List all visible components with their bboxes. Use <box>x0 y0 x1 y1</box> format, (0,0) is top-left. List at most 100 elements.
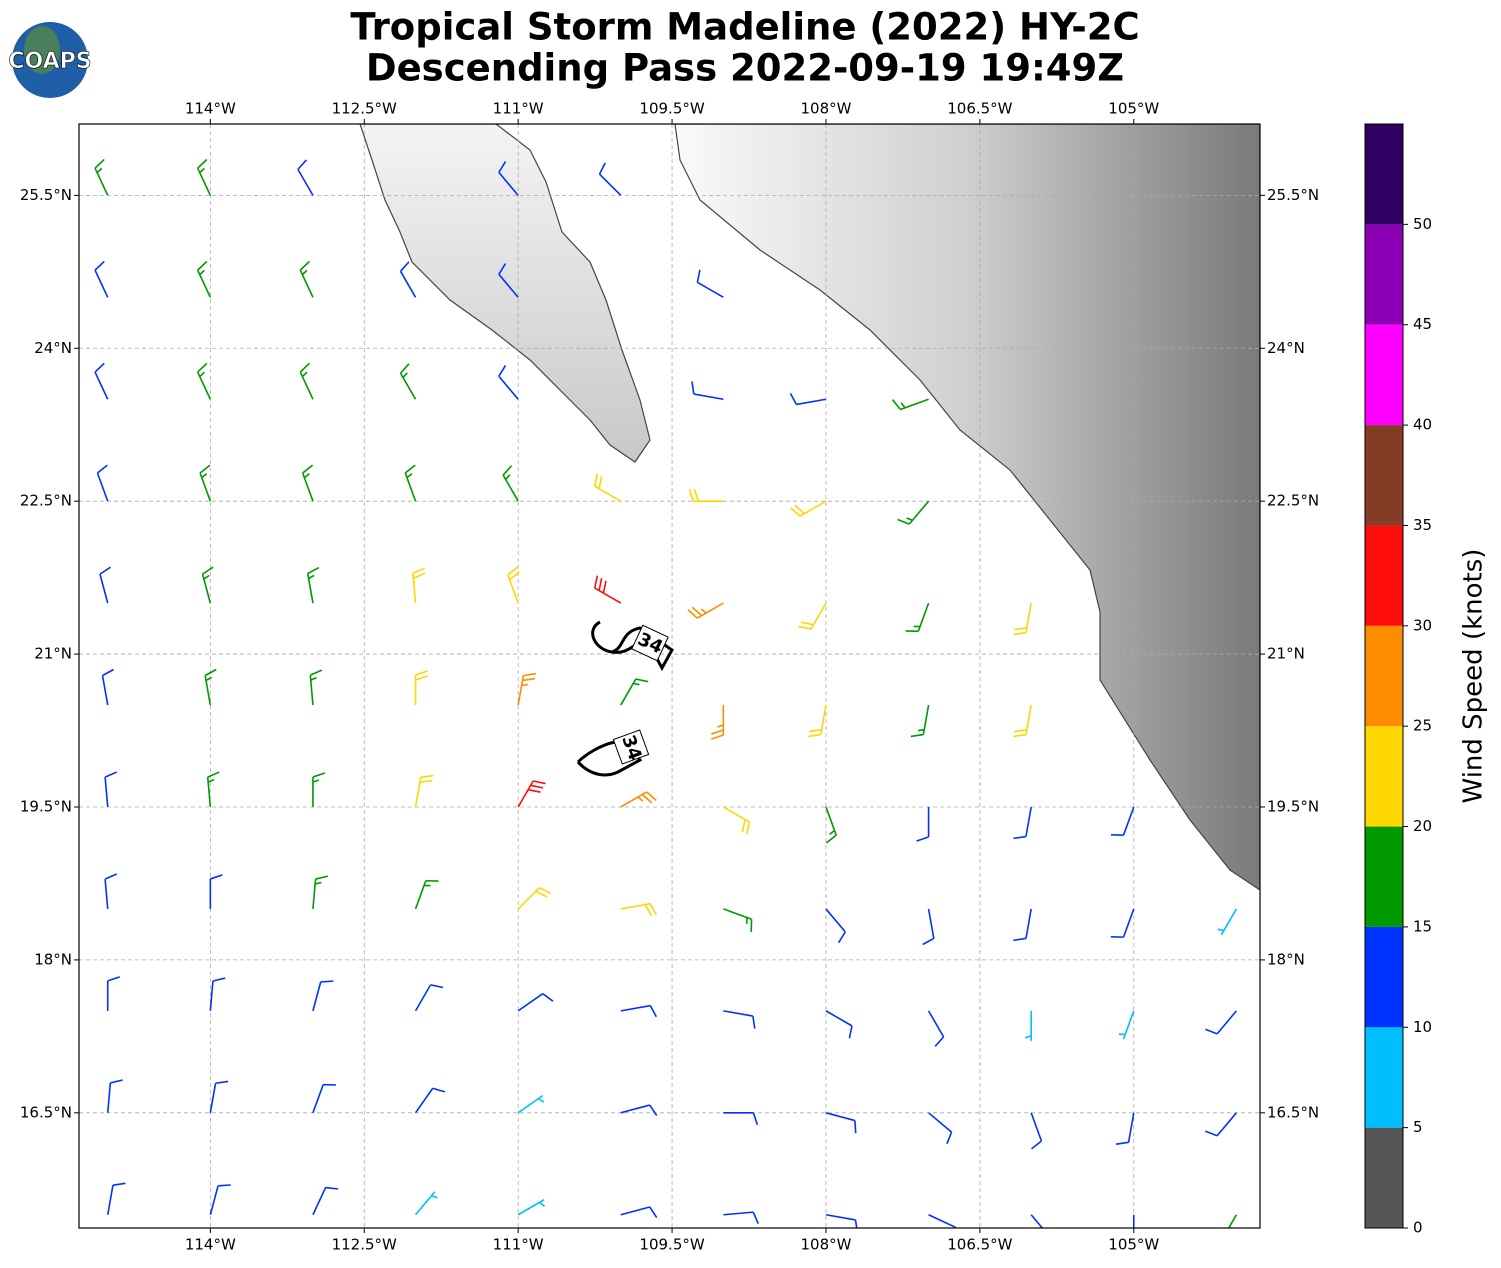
wind-barb <box>1013 806 1032 840</box>
colorbar-bin <box>1365 1027 1403 1128</box>
wind-barb <box>916 806 930 842</box>
wind-barb <box>1013 908 1032 942</box>
lon-label: 109.5°W <box>639 100 704 118</box>
lat-label: 16.5°N <box>1267 1103 1319 1121</box>
lon-label: 105°W <box>1108 1236 1159 1254</box>
colorbar-tick-label: 40 <box>1413 416 1432 434</box>
wind-barb <box>301 464 314 502</box>
colorbar-tick-label: 20 <box>1413 817 1432 835</box>
lat-label: 16.5°N <box>20 1103 72 1121</box>
wind-barb <box>399 261 417 298</box>
wind-barb <box>96 464 109 502</box>
wind-barb <box>1217 908 1238 936</box>
wind-barb <box>196 362 212 400</box>
wind-barb <box>404 464 417 502</box>
wind-barb <box>517 1199 546 1216</box>
wind-barb <box>620 1206 658 1218</box>
lat-label: 18°N <box>34 950 72 968</box>
colorbar-bin <box>1365 625 1403 727</box>
wind-barb <box>723 908 753 932</box>
wind-barb <box>312 1083 336 1114</box>
wind-barb <box>94 158 109 196</box>
wind-barb <box>1030 1112 1043 1150</box>
lon-label: 111°W <box>493 100 544 118</box>
wind-barb <box>502 465 519 502</box>
wind-barb <box>711 705 725 740</box>
wind-barb <box>620 1104 658 1117</box>
wind-barb <box>201 566 214 604</box>
wind-barb <box>209 1080 229 1113</box>
colorbar-bin <box>1365 926 1403 1028</box>
wind-barb <box>808 704 827 738</box>
wind-barb <box>399 363 417 400</box>
lon-label: 114°W <box>185 1236 236 1254</box>
colorbar-tick-label: 25 <box>1413 717 1432 735</box>
wind-barb <box>905 602 930 633</box>
wind-barb <box>593 575 622 604</box>
wind-barb <box>517 780 546 808</box>
wind-barb <box>196 158 212 196</box>
wind-barb <box>928 1214 957 1228</box>
wind-barb <box>517 993 554 1012</box>
wind-barb <box>1013 602 1032 636</box>
lon-label: 108°W <box>800 1236 851 1254</box>
wind-barb <box>204 668 217 706</box>
wind-barb <box>106 1182 126 1215</box>
lon-label: 114°W <box>185 100 236 118</box>
colorbar: 0 5 10 15 20 25 30 35 40 45 50 <box>1364 123 1432 1237</box>
wind-barb <box>598 162 622 196</box>
wind-barb <box>825 806 837 844</box>
lon-label: 111°W <box>493 1236 544 1254</box>
lat-label: 19.5°N <box>1267 797 1319 815</box>
colorbar-frame <box>1364 123 1404 1229</box>
grid <box>79 124 1260 1228</box>
wind-barb <box>928 1112 953 1145</box>
wind-barb <box>723 1112 759 1126</box>
colorbar-bin <box>1365 525 1403 626</box>
lat-label: 21°N <box>1267 645 1305 663</box>
wind-barb <box>312 980 334 1012</box>
colorbar-bin <box>1365 1127 1403 1228</box>
wind-barb <box>687 602 724 619</box>
colorbar-tick-label: 50 <box>1413 215 1432 233</box>
colorbar-tick-label: 10 <box>1413 1018 1432 1036</box>
wind-barb <box>104 771 118 808</box>
wind-barb <box>297 159 314 196</box>
lat-label: 22.5°N <box>1267 492 1319 510</box>
colorbar-bin <box>1365 224 1403 325</box>
wind-barb <box>196 260 212 298</box>
lat-label: 21°N <box>34 645 72 663</box>
wind-barb <box>620 902 658 917</box>
lon-label: 112.5°W <box>332 100 397 118</box>
colorbar-bin <box>1365 425 1403 526</box>
wind-barb <box>696 269 724 298</box>
wind-barb <box>498 365 519 400</box>
lon-label: 109.5°W <box>639 1236 704 1254</box>
wind-barb <box>209 1184 231 1215</box>
lon-label: 112.5°W <box>332 1236 397 1254</box>
wind-barb <box>209 874 223 909</box>
lat-label: 22.5°N <box>20 492 72 510</box>
colorbar-tick-label: 35 <box>1413 516 1432 534</box>
colorbar-label: Wind Speed (knots) <box>1459 549 1489 804</box>
axis-ticks: 114°W 114°W 112.5°W 112.5°W 111°W 111°W 109.5°… <box>20 100 1319 1254</box>
wind-barb <box>789 392 827 406</box>
logo: COAPS <box>8 22 92 98</box>
lat-label: 24°N <box>1267 339 1305 357</box>
wind-barb <box>299 362 314 400</box>
wind-barb <box>299 260 314 298</box>
wind-barb <box>1110 908 1135 938</box>
lon-label: 105°W <box>1108 100 1159 118</box>
wind-barb <box>798 602 827 630</box>
wind-barb <box>910 704 930 738</box>
logo-text: COAPS <box>8 49 91 74</box>
wind-barb <box>414 1087 446 1114</box>
wind-barb <box>723 1010 756 1029</box>
wind-barb <box>309 669 323 706</box>
wind-barb <box>99 566 111 604</box>
wind-barb <box>1110 806 1135 836</box>
wind-barb <box>1115 1112 1135 1146</box>
wind-barb <box>723 1211 760 1225</box>
wind-barb <box>414 879 439 910</box>
